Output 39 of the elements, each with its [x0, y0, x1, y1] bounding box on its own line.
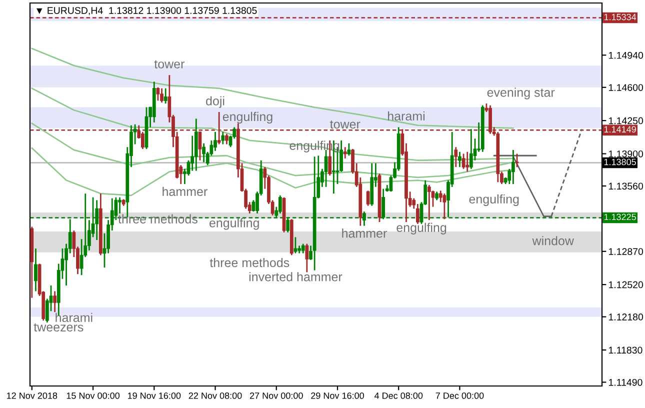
- x-tick-label: 22 Nov 08:00: [188, 392, 242, 399]
- y-tick-label: 1.13900: [608, 150, 644, 158]
- annotation: doji: [206, 96, 224, 108]
- annotation: tower: [330, 120, 360, 129]
- annotation: hammer: [342, 228, 387, 238]
- y-tick-label: 1.12520: [608, 281, 644, 288]
- x-tick-label: 15 Nov 00:00: [66, 392, 120, 399]
- y-tick-label: 1.11830: [608, 346, 642, 354]
- ref-line-label: 1.13805: [604, 158, 636, 166]
- annotation: tower: [154, 60, 184, 68]
- y-tick-label: 1.12870: [608, 248, 644, 255]
- ref-line-label: 1.15334: [604, 14, 636, 20]
- annotation: hammer: [162, 186, 208, 196]
- annotation: engulfing: [396, 222, 446, 234]
- annotation: engulfing: [222, 112, 272, 124]
- ref-line-label: 1.14149: [604, 126, 636, 133]
- y-tick-label: 1.12180: [608, 314, 644, 320]
- y-tick-label: 1.14250: [608, 117, 644, 124]
- x-tick-label: 7 Dec 00:00: [436, 392, 484, 399]
- x-tick-label: 27 Nov 00:00: [250, 392, 303, 399]
- annotation: engulfing: [210, 218, 259, 230]
- x-tick-label: 29 Nov 16:00: [311, 392, 364, 399]
- annotation: three methods: [210, 258, 290, 268]
- x-tick-label: 12 Nov 2018: [7, 392, 58, 399]
- y-tick-label: 1.14600: [608, 84, 644, 91]
- y-tick-label: 1.13560: [608, 182, 644, 190]
- y-tick-label: 1.11490: [608, 378, 642, 386]
- chart-title: ▼ EURUSD,H4 1.13812 1.13900 1.13759 1.13805: [36, 7, 257, 16]
- annotation: harami: [56, 312, 92, 322]
- annotation: evening star: [487, 88, 555, 100]
- ref-line-label: 1.13225: [604, 214, 636, 220]
- annotation: tweezers: [34, 323, 84, 332]
- x-tick-label: 19 Nov 16:00: [128, 392, 181, 399]
- band-label: window: [532, 236, 574, 246]
- annotation: engulfing: [469, 194, 519, 206]
- y-tick-label: 1.14940: [608, 52, 644, 59]
- annotation: harami: [388, 111, 425, 121]
- annotation: inverted hammer: [249, 272, 342, 282]
- x-tick-label: 4 Dec 08:00: [374, 392, 423, 399]
